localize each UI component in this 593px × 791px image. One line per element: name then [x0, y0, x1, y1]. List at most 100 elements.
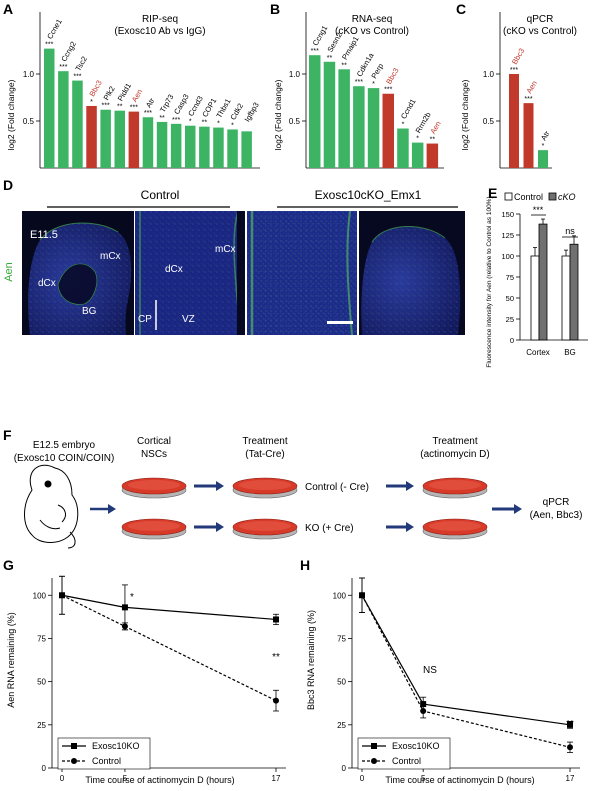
bar	[156, 121, 168, 168]
step2-label: Treatment	[242, 436, 287, 447]
significance-mark: *	[231, 122, 234, 129]
region-label-mcx: mCx	[215, 244, 236, 255]
bar-label: Bbc3	[384, 66, 400, 85]
panel-g-xlabel: Time course of actinomycin D (hours)	[85, 775, 234, 785]
readout-sublabel: (Aen, Bbc3)	[530, 510, 583, 521]
data-point	[567, 721, 573, 728]
panel-g-ylabel: Aen RNA remaining (%)	[6, 612, 16, 708]
region-label-cp: CP	[138, 314, 152, 325]
xtick-label: 5	[123, 774, 128, 783]
bar-label: Atr	[144, 96, 157, 109]
panel-b-ytick: 1.0	[289, 70, 301, 79]
panel-h-letter: H	[300, 557, 310, 573]
dish-highlight	[429, 521, 481, 531]
region-label-dcx: dCx	[38, 278, 56, 289]
panel-a: A RIP-seq (Exosc10 Ab vs IgG) log2 (Fold…	[3, 1, 261, 169]
bar-label: Ccng2	[59, 40, 78, 63]
legend-control-label: Control	[514, 192, 543, 202]
ytick-label: 25	[37, 721, 46, 730]
bar-label: Bbc3	[87, 79, 103, 98]
panel-c-ylabel: log2 (Fold change)	[460, 79, 470, 150]
xtick-label: 5	[421, 774, 426, 783]
ytick-label: 100	[333, 591, 347, 600]
ytick-label: 150	[501, 210, 514, 219]
ytick-label: 100	[33, 591, 47, 600]
dish-highlight	[239, 521, 291, 531]
panel-a-letter: A	[3, 1, 13, 17]
legend-marker	[371, 743, 377, 749]
bar-label: Aen	[524, 79, 538, 95]
panel-b-title: RNA-seq	[352, 14, 393, 25]
panel-c-ytick: 0.5	[483, 117, 495, 126]
bar-label: Plk2	[102, 85, 117, 102]
ytick-label: 75	[37, 634, 46, 643]
series-line	[361, 594, 571, 748]
bar	[530, 255, 540, 341]
bar	[382, 93, 394, 168]
dish-highlight	[239, 480, 291, 490]
bar	[185, 125, 196, 168]
region-label-dcx: dCx	[165, 264, 183, 275]
readout-label: qPCR	[543, 497, 570, 508]
panel-g-letter: G	[3, 557, 14, 573]
bar	[72, 80, 83, 168]
legend-marker	[71, 758, 77, 764]
step1-sublabel: NSCs	[141, 449, 167, 460]
significance-mark: ***	[73, 74, 81, 81]
arrow-head	[406, 522, 414, 532]
embryo-label: E12.5 embryo	[33, 440, 96, 451]
embryo-genotype: (Exosc10 COIN/COIN)	[14, 453, 115, 464]
significance-mark: *	[402, 122, 405, 129]
micrograph-control-overview	[22, 211, 134, 335]
panel-g-plot: 0 25 50 75 100 0 5 17	[33, 575, 286, 783]
micrograph-control-zoom	[135, 210, 245, 336]
step2-sublabel: (Tat-Cre)	[245, 449, 284, 460]
bar-label: Pmaip1	[340, 35, 361, 62]
bar	[213, 127, 224, 168]
arrow-head	[406, 481, 414, 491]
panel-a-bars: ***Ccne1***Ccng2***Tsc2*Bbc3***Plk2**Pid…	[44, 17, 261, 169]
ytick-label: 0	[510, 336, 514, 345]
bar	[128, 111, 140, 168]
significance-mark: ***	[102, 103, 110, 110]
ytick-label: 50	[37, 678, 46, 687]
data-point	[121, 623, 128, 630]
ytick-label: 125	[501, 231, 514, 240]
bar	[323, 61, 336, 168]
data-point	[567, 744, 573, 751]
ko-row-label: KO (+ Cre)	[305, 523, 354, 534]
significance-mark: **	[430, 137, 436, 144]
xtick-label: 17	[272, 774, 281, 783]
panel-d: D Control Exosc10cKO_Emx1	[3, 177, 465, 336]
significance-mark: ***	[510, 67, 518, 74]
panel-e-sig: ns	[565, 226, 575, 236]
panel-c-ytick: 1.0	[483, 70, 495, 79]
dish-highlight	[429, 480, 481, 490]
significance-mark: **	[117, 104, 123, 111]
panel-h-ylabel: Bbc3 RNA remaining (%)	[306, 610, 316, 710]
bar	[309, 55, 321, 169]
arrow-head	[216, 481, 224, 491]
data-point	[121, 604, 128, 611]
bar-label: Perp	[369, 62, 385, 80]
region-label-bg: BG	[82, 306, 97, 317]
significance-mark: ***	[144, 110, 152, 117]
bar	[538, 150, 548, 168]
ytick-label: 75	[337, 634, 346, 643]
panel-a-subtitle: (Exosc10 Ab vs IgG)	[114, 26, 205, 37]
culture-dishes	[121, 477, 488, 540]
ytick-label: 75	[506, 273, 514, 282]
panel-c: C qPCR (cKO vs Control) log2 (Fold chang…	[456, 1, 577, 169]
data-point	[273, 697, 279, 704]
significance-mark: ***	[172, 117, 180, 124]
series-line	[61, 594, 277, 621]
panel-e-group-label: BG	[564, 348, 576, 357]
significance-mark: **	[159, 115, 165, 122]
bar-label: Sesn2	[325, 31, 343, 54]
panel-g-legend-control: Control	[92, 756, 121, 766]
panel-d-stage: E11.5	[30, 229, 58, 241]
bar-label: Ccng1	[311, 24, 330, 47]
panel-b-bars: ***Ccng1**Sesn2**Pmaip1***Cdkn1a*Perp***…	[309, 24, 443, 169]
data-point	[59, 592, 65, 599]
